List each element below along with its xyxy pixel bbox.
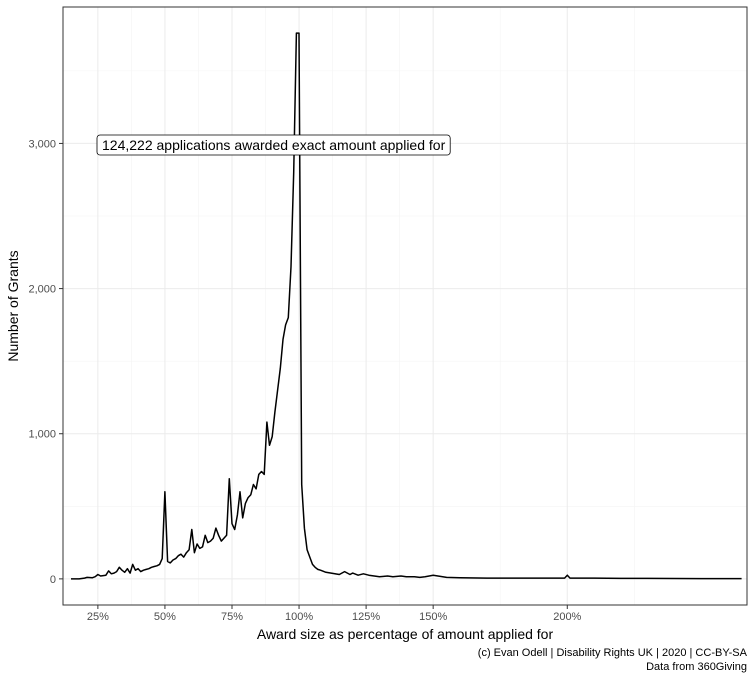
- series-line: [71, 32, 742, 580]
- caption-line-1: (c) Evan Odell | Disability Rights UK | …: [478, 647, 748, 659]
- x-tick-label: 25%: [87, 611, 109, 623]
- annotation-text: 124,222 applications awarded exact amoun…: [102, 137, 446, 153]
- x-axis-title: Award size as percentage of amount appli…: [257, 626, 554, 642]
- y-tick-label: 3,000: [28, 138, 56, 150]
- x-tick-label: 100%: [285, 611, 313, 623]
- annotation-label: 124,222 applications awarded exact amoun…: [96, 134, 451, 156]
- x-tick-label: 50%: [154, 611, 176, 623]
- y-tick-label: 0: [50, 574, 56, 586]
- axis-ticks: 25% 50% 75% 100% 125% 150% 200% 0 1,000 2,000 3,00…: [28, 138, 581, 623]
- x-tick-label: 200%: [553, 611, 581, 623]
- y-axis-title: Number of Grants: [5, 250, 21, 361]
- line-series: [71, 32, 742, 580]
- caption-line-2: Data from 360Giving: [646, 661, 747, 673]
- panel-border: [62, 6, 748, 606]
- y-tick-label: 1,000: [28, 429, 56, 441]
- x-tick-label: 75%: [221, 611, 243, 623]
- x-tick-label: 125%: [352, 611, 380, 623]
- annotation-box: [96, 134, 451, 156]
- x-tick-label: 150%: [419, 611, 447, 623]
- y-tick-label: 2,000: [28, 284, 56, 296]
